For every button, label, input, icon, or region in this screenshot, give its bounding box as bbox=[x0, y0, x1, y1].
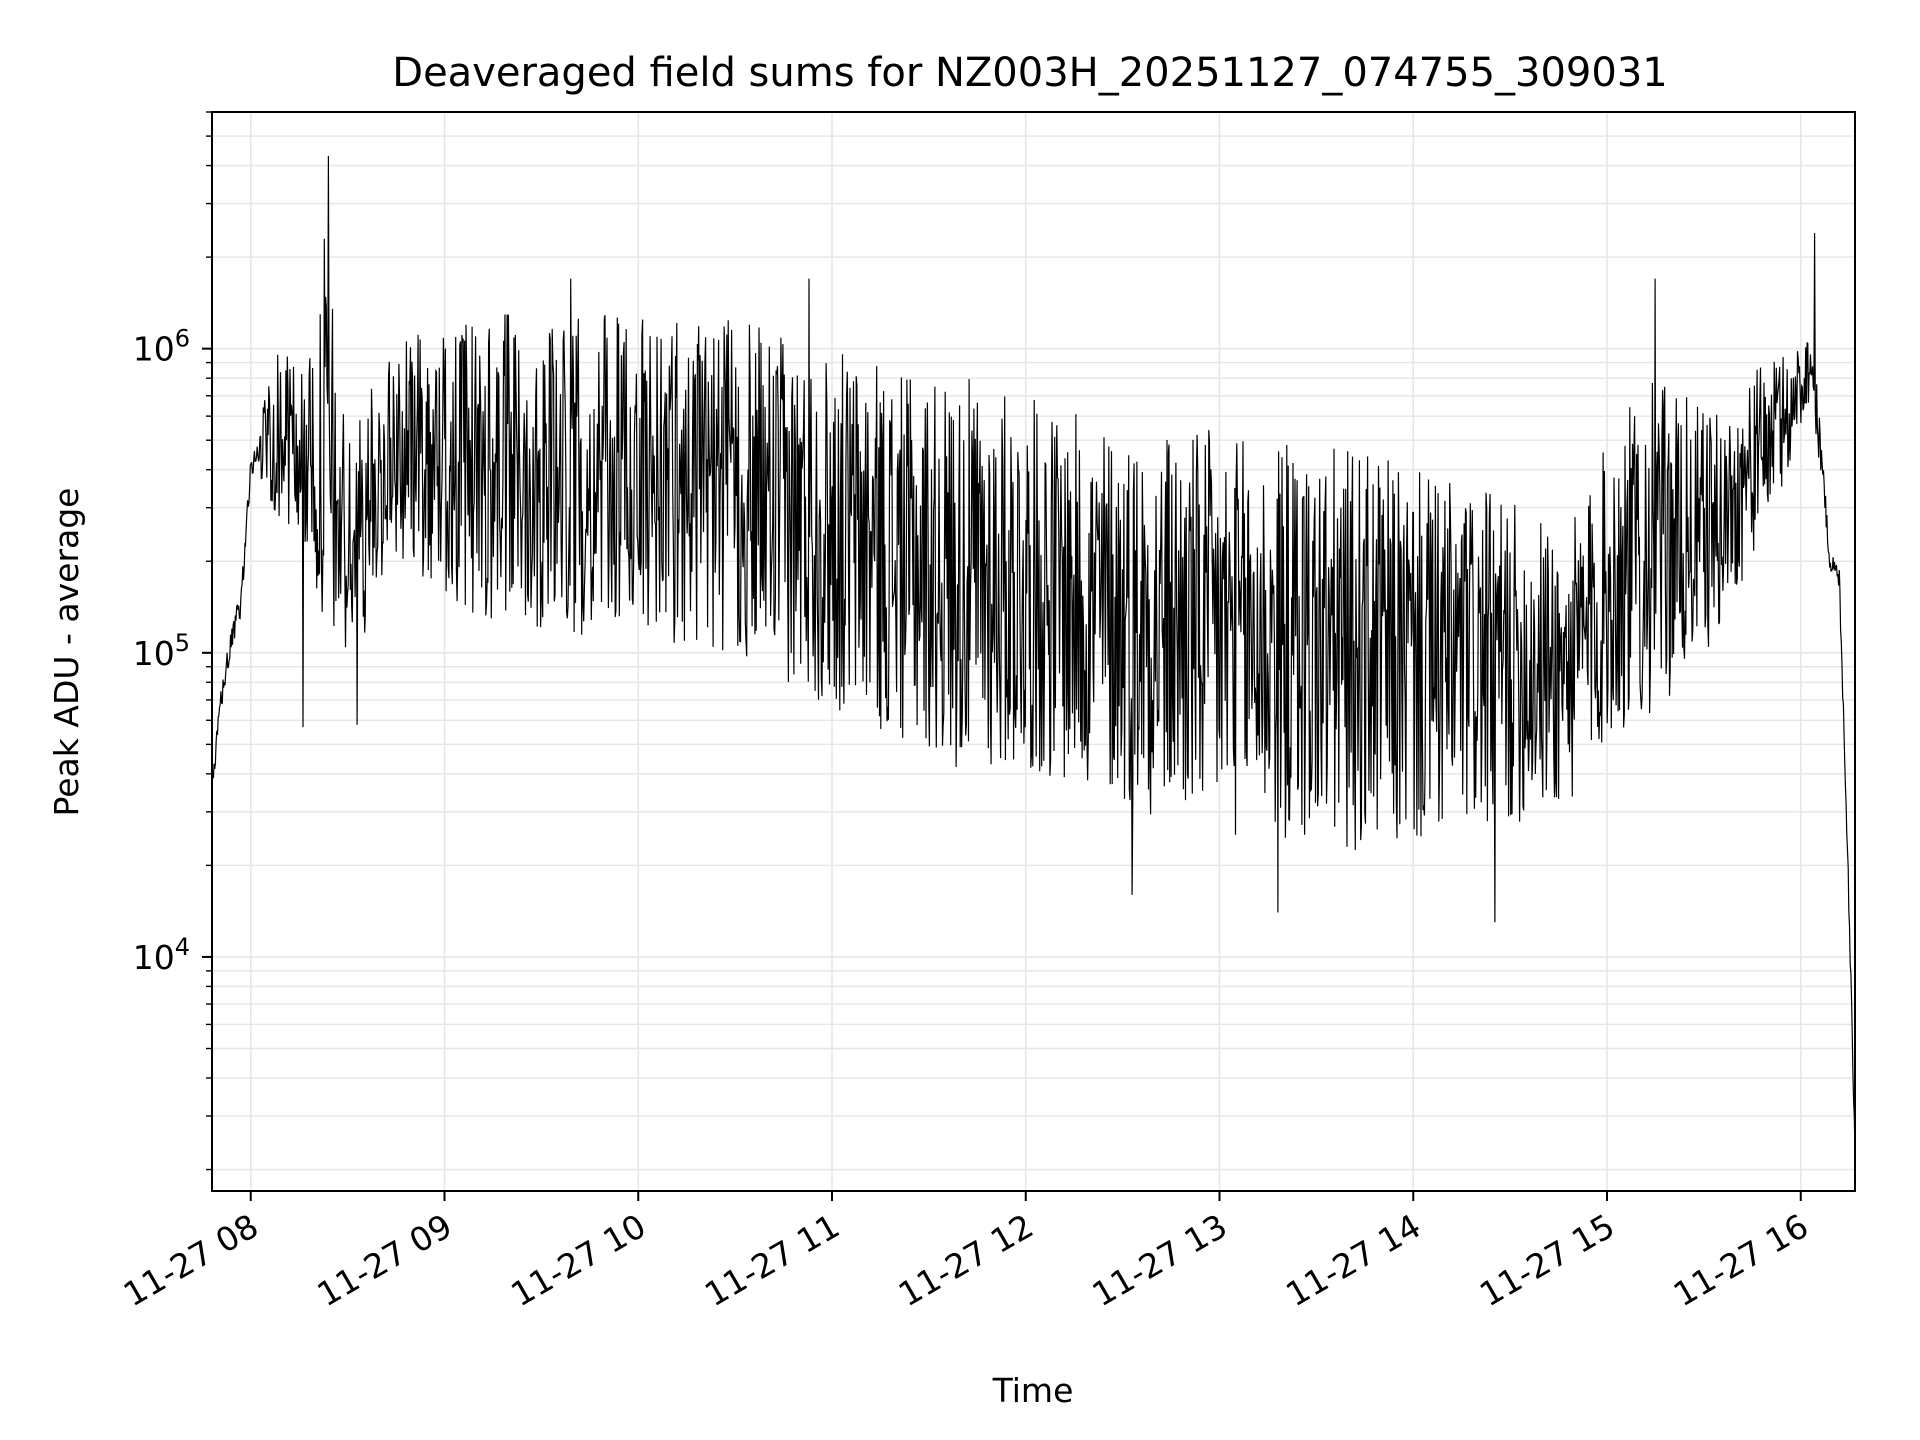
y-tick-label: 105 bbox=[133, 629, 190, 673]
y-axis: 104 105 106 bbox=[133, 111, 212, 1171]
y-axis-label: Peak ADU - average bbox=[47, 488, 86, 817]
x-axis-label: Time bbox=[992, 1371, 1074, 1410]
plot-frame bbox=[211, 111, 1856, 1192]
plot-area bbox=[212, 155, 1855, 1155]
y-tick-label: 104 bbox=[133, 933, 190, 977]
chart-title: Deaveraged field sums for NZ003H_2025112… bbox=[392, 50, 1667, 96]
y-tick-label: 106 bbox=[133, 325, 190, 369]
series-line bbox=[212, 155, 1855, 1155]
